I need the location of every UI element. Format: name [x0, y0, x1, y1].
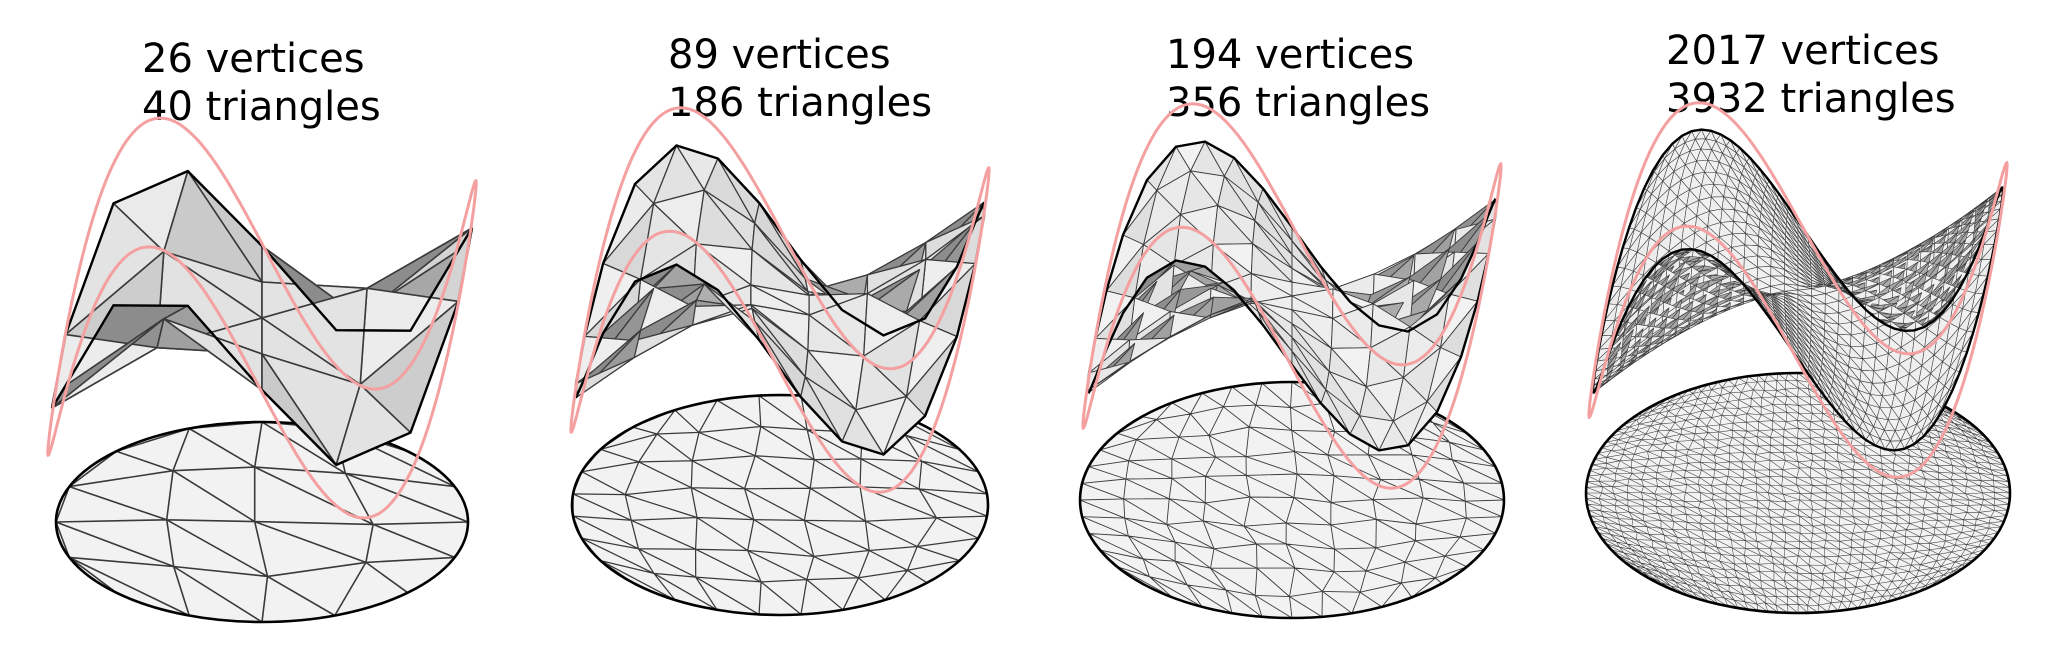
panel-3-vertices-label: 194 vertices: [1166, 32, 1414, 78]
panel-3-base-disk-mesh: [1078, 380, 1506, 620]
panel-2-triangles-label: 186 triangles: [668, 80, 932, 126]
panel-1-triangles-label: 40 triangles: [142, 84, 381, 130]
panel-1-vertices-label: 26 vertices: [142, 36, 365, 82]
disk-boundary: [1584, 371, 2012, 615]
panel-4-vertices-label: 2017 vertices: [1666, 28, 1939, 74]
panel-3: 194 vertices 356 triangles: [1078, 32, 1506, 620]
disk-boundary: [1078, 380, 1506, 620]
panel-3-triangles-label: 356 triangles: [1166, 80, 1430, 126]
panel-4: 2017 vertices 3932 triangles: [1584, 28, 2012, 615]
panel-2-vertices-label: 89 vertices: [668, 32, 891, 78]
panel-4-triangles-label: 3932 triangles: [1666, 76, 1956, 122]
panel-1-base-disk-mesh: [54, 420, 470, 624]
panel-1-surface-mesh: [50, 169, 474, 467]
panel-2-surface-mesh: [574, 144, 986, 456]
panel-4-surface-mesh: [1591, 128, 2005, 452]
panel-2-reference-curve: [569, 106, 991, 494]
panel-1: 26 vertices 40 triangles: [46, 36, 478, 624]
panel-1-reference-curve: [46, 116, 478, 520]
panel-2-base-disk-mesh: [570, 393, 990, 617]
panel-3-reference-curve: [1081, 102, 1503, 490]
disk-boundary: [54, 420, 470, 624]
panel-4-reference-curve: [1587, 101, 2009, 479]
panel-2: 89 vertices 186 triangles: [569, 32, 991, 617]
disk-boundary: [570, 393, 990, 617]
panel-4-base-disk-mesh: [1584, 371, 2012, 615]
